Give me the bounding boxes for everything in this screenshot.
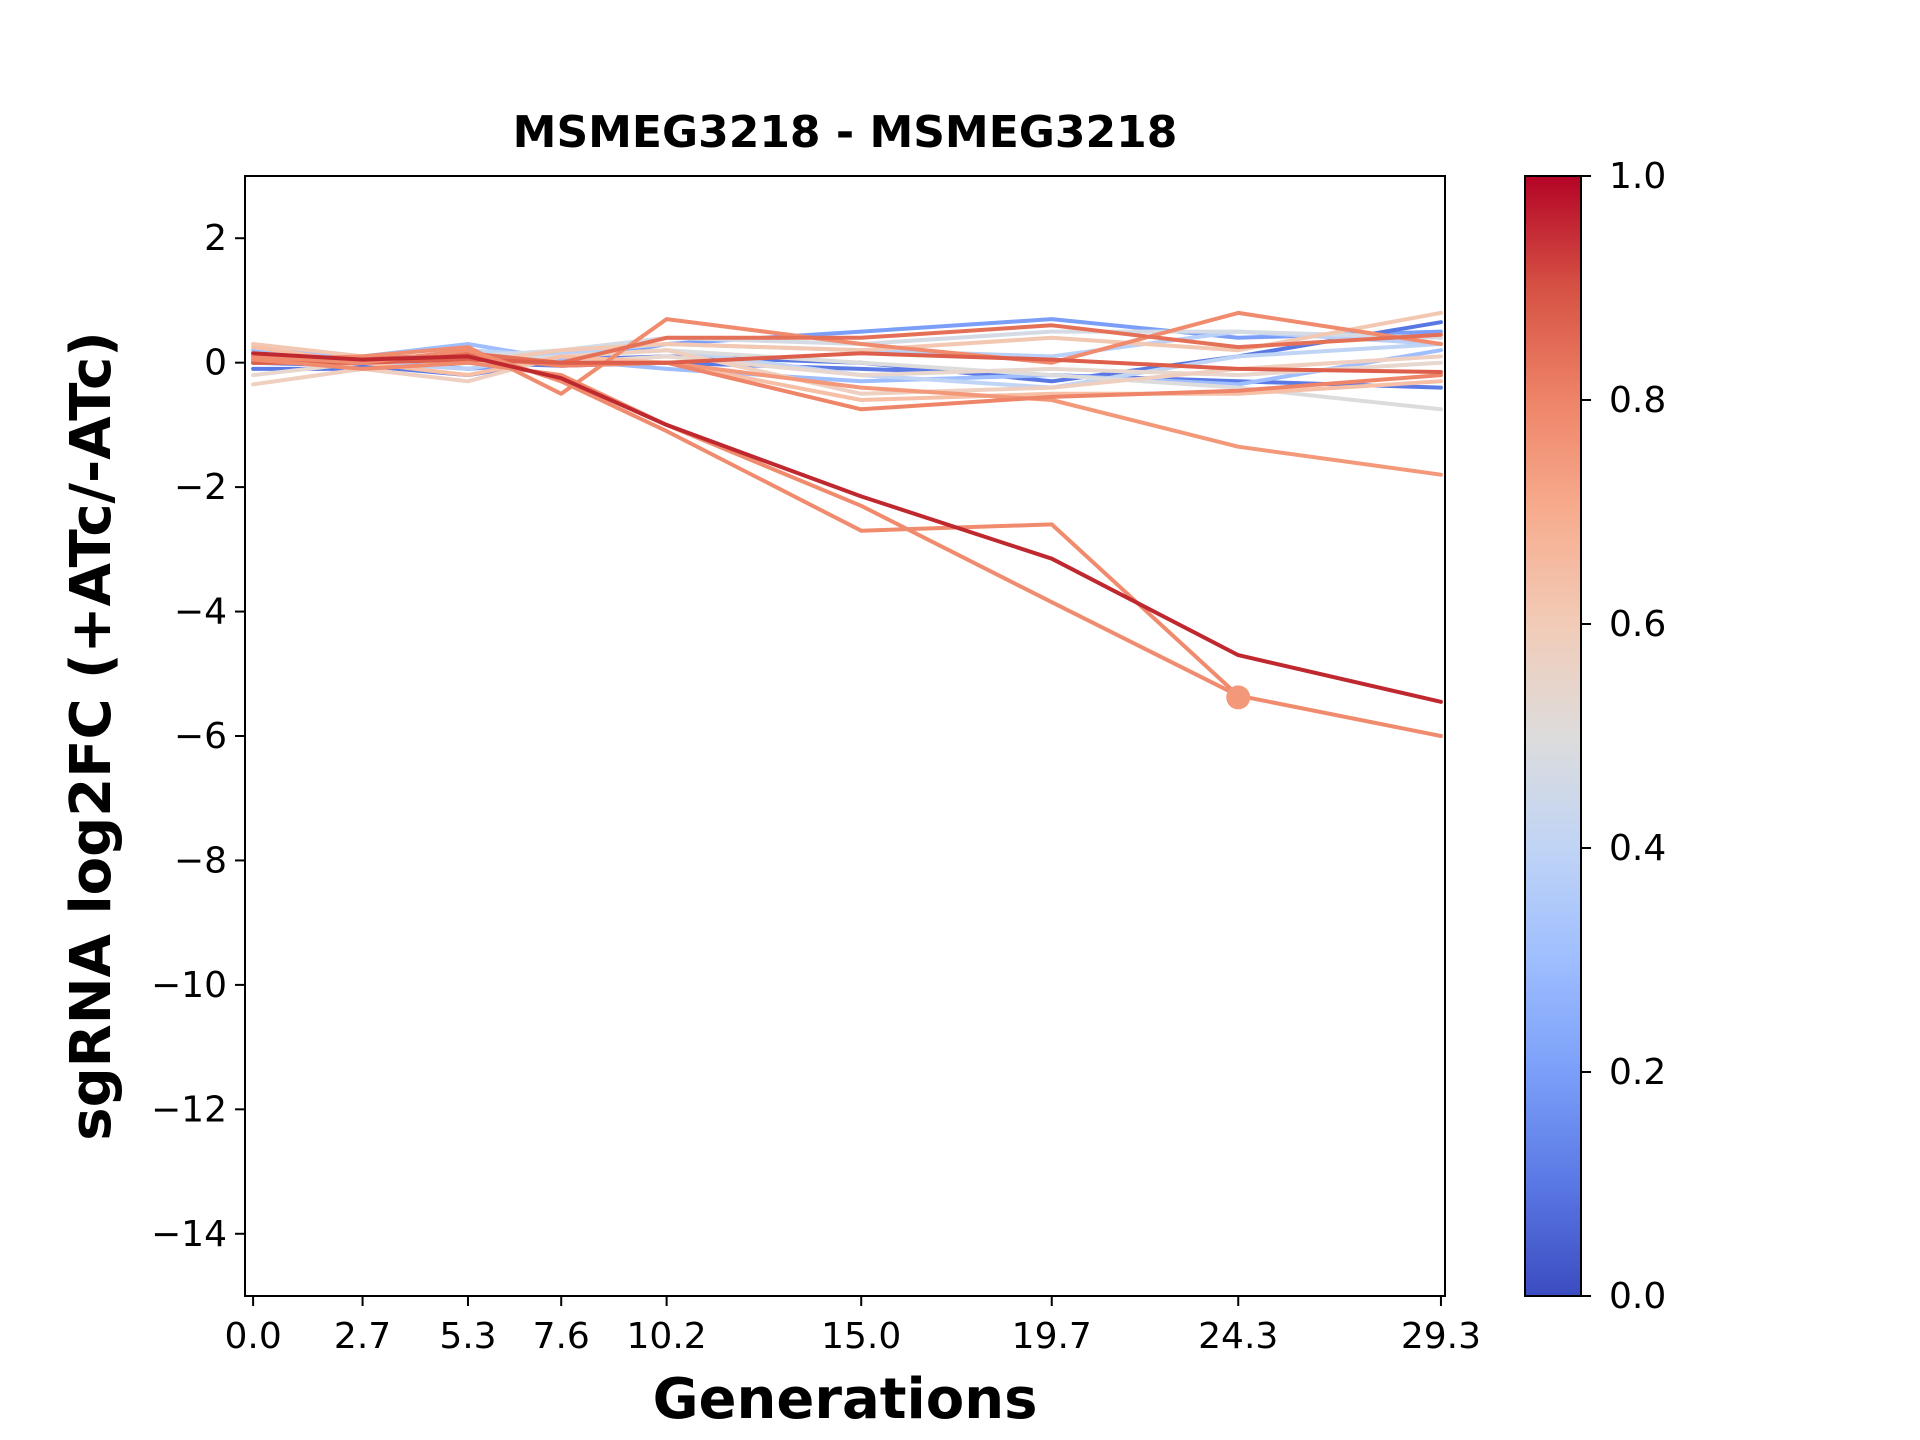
series-line-18	[251, 348, 1443, 738]
y-tick-label: 0	[204, 343, 227, 384]
x-tick-label: 0.0	[224, 1316, 281, 1357]
series-line-20	[251, 351, 1443, 704]
series-line-10	[251, 348, 1443, 396]
y-tick-label: −4	[174, 592, 227, 633]
x-tick-label: 2.7	[334, 1316, 391, 1357]
x-axis-label: Generations	[653, 1367, 1038, 1432]
x-tick-label: 5.3	[439, 1316, 496, 1357]
y-tick-label: −2	[174, 467, 227, 508]
highlight-point	[1226, 685, 1251, 710]
series-line-17	[251, 351, 1443, 374]
series-line-14	[251, 310, 1443, 396]
highlight-layer	[1226, 685, 1251, 710]
x-tick-label: 10.2	[627, 1316, 707, 1357]
x-tick-label: 15.0	[821, 1316, 901, 1357]
x-tick-label: 19.7	[1012, 1316, 1092, 1357]
x-tick-label: 24.3	[1198, 1316, 1278, 1357]
colorbar-tick-label: 0.0	[1609, 1276, 1666, 1317]
colorbar-tick-label: 1.0	[1609, 156, 1666, 197]
colorbar-tick-label: 0.6	[1609, 604, 1666, 645]
y-tick-label: −8	[174, 840, 227, 881]
y-tick-label: −14	[151, 1214, 227, 1255]
chart-title: MSMEG3218 - MSMEG3218	[513, 107, 1178, 158]
y-tick-label: −10	[151, 965, 227, 1006]
y-tick-label: 2	[204, 218, 227, 259]
y-tick-label: −6	[174, 716, 227, 757]
y-axis-label: sgRNA log2FC (+ATc/-ATc)	[59, 331, 124, 1141]
colorbar-tick-label: 0.4	[1609, 828, 1666, 869]
series-layer	[251, 310, 1443, 738]
colorbar-tick-label: 0.8	[1609, 380, 1666, 421]
x-tick-label: 29.3	[1401, 1316, 1481, 1357]
colorbar	[1524, 175, 1582, 1297]
colorbar-tick-label: 0.2	[1609, 1052, 1666, 1093]
y-axis-ticks: 2 0 −2 −4 −6 −8 −10 −12 −14	[151, 218, 245, 1255]
x-axis-ticks: 0.0 2.7 5.3 7.6 10.2 15.0 19.7 24.3 29.3	[224, 1296, 1481, 1357]
colorbar-ticks: 0.0 0.2 0.4 0.6 0.8 1.0	[1581, 156, 1666, 1317]
x-tick-label: 7.6	[533, 1316, 590, 1357]
y-tick-label: −12	[151, 1089, 227, 1130]
